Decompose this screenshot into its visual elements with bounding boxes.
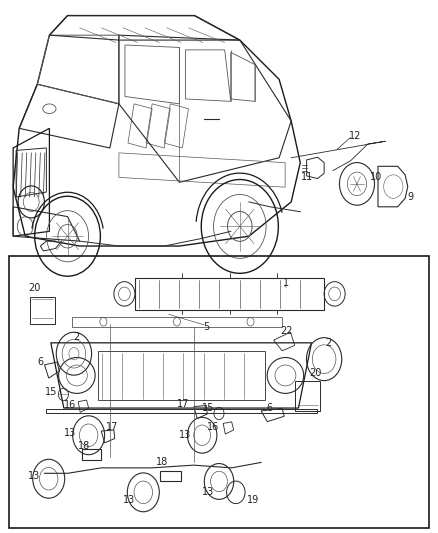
Bar: [135, 278, 324, 310]
Text: 13: 13: [28, 471, 40, 481]
Text: 20: 20: [310, 368, 322, 378]
Text: 13: 13: [202, 487, 215, 497]
Text: 11: 11: [300, 172, 313, 182]
Text: 17: 17: [177, 399, 190, 409]
Text: 13: 13: [64, 427, 76, 438]
Text: 16: 16: [64, 400, 76, 410]
Text: 17: 17: [106, 422, 118, 432]
Text: 16: 16: [207, 422, 219, 432]
Text: 15: 15: [202, 403, 215, 413]
Text: 19: 19: [247, 496, 259, 505]
Text: 13: 13: [123, 496, 135, 505]
Text: 5: 5: [203, 321, 209, 332]
Bar: [98, 351, 265, 400]
Text: 6: 6: [266, 403, 272, 413]
Text: 18: 18: [78, 441, 91, 451]
Text: 9: 9: [408, 192, 414, 202]
Text: 13: 13: [179, 430, 191, 440]
Bar: [9, 256, 429, 528]
Text: 22: 22: [280, 326, 293, 336]
Bar: [30, 296, 55, 324]
Text: 6: 6: [37, 357, 43, 367]
Text: 2: 2: [325, 338, 332, 348]
Text: 20: 20: [28, 284, 40, 294]
Text: 12: 12: [349, 131, 361, 141]
Bar: [295, 381, 320, 411]
Text: 18: 18: [156, 457, 168, 467]
Text: 1: 1: [283, 278, 290, 288]
Text: 15: 15: [45, 387, 57, 397]
Text: 2: 2: [73, 333, 79, 342]
Text: 10: 10: [370, 172, 382, 182]
